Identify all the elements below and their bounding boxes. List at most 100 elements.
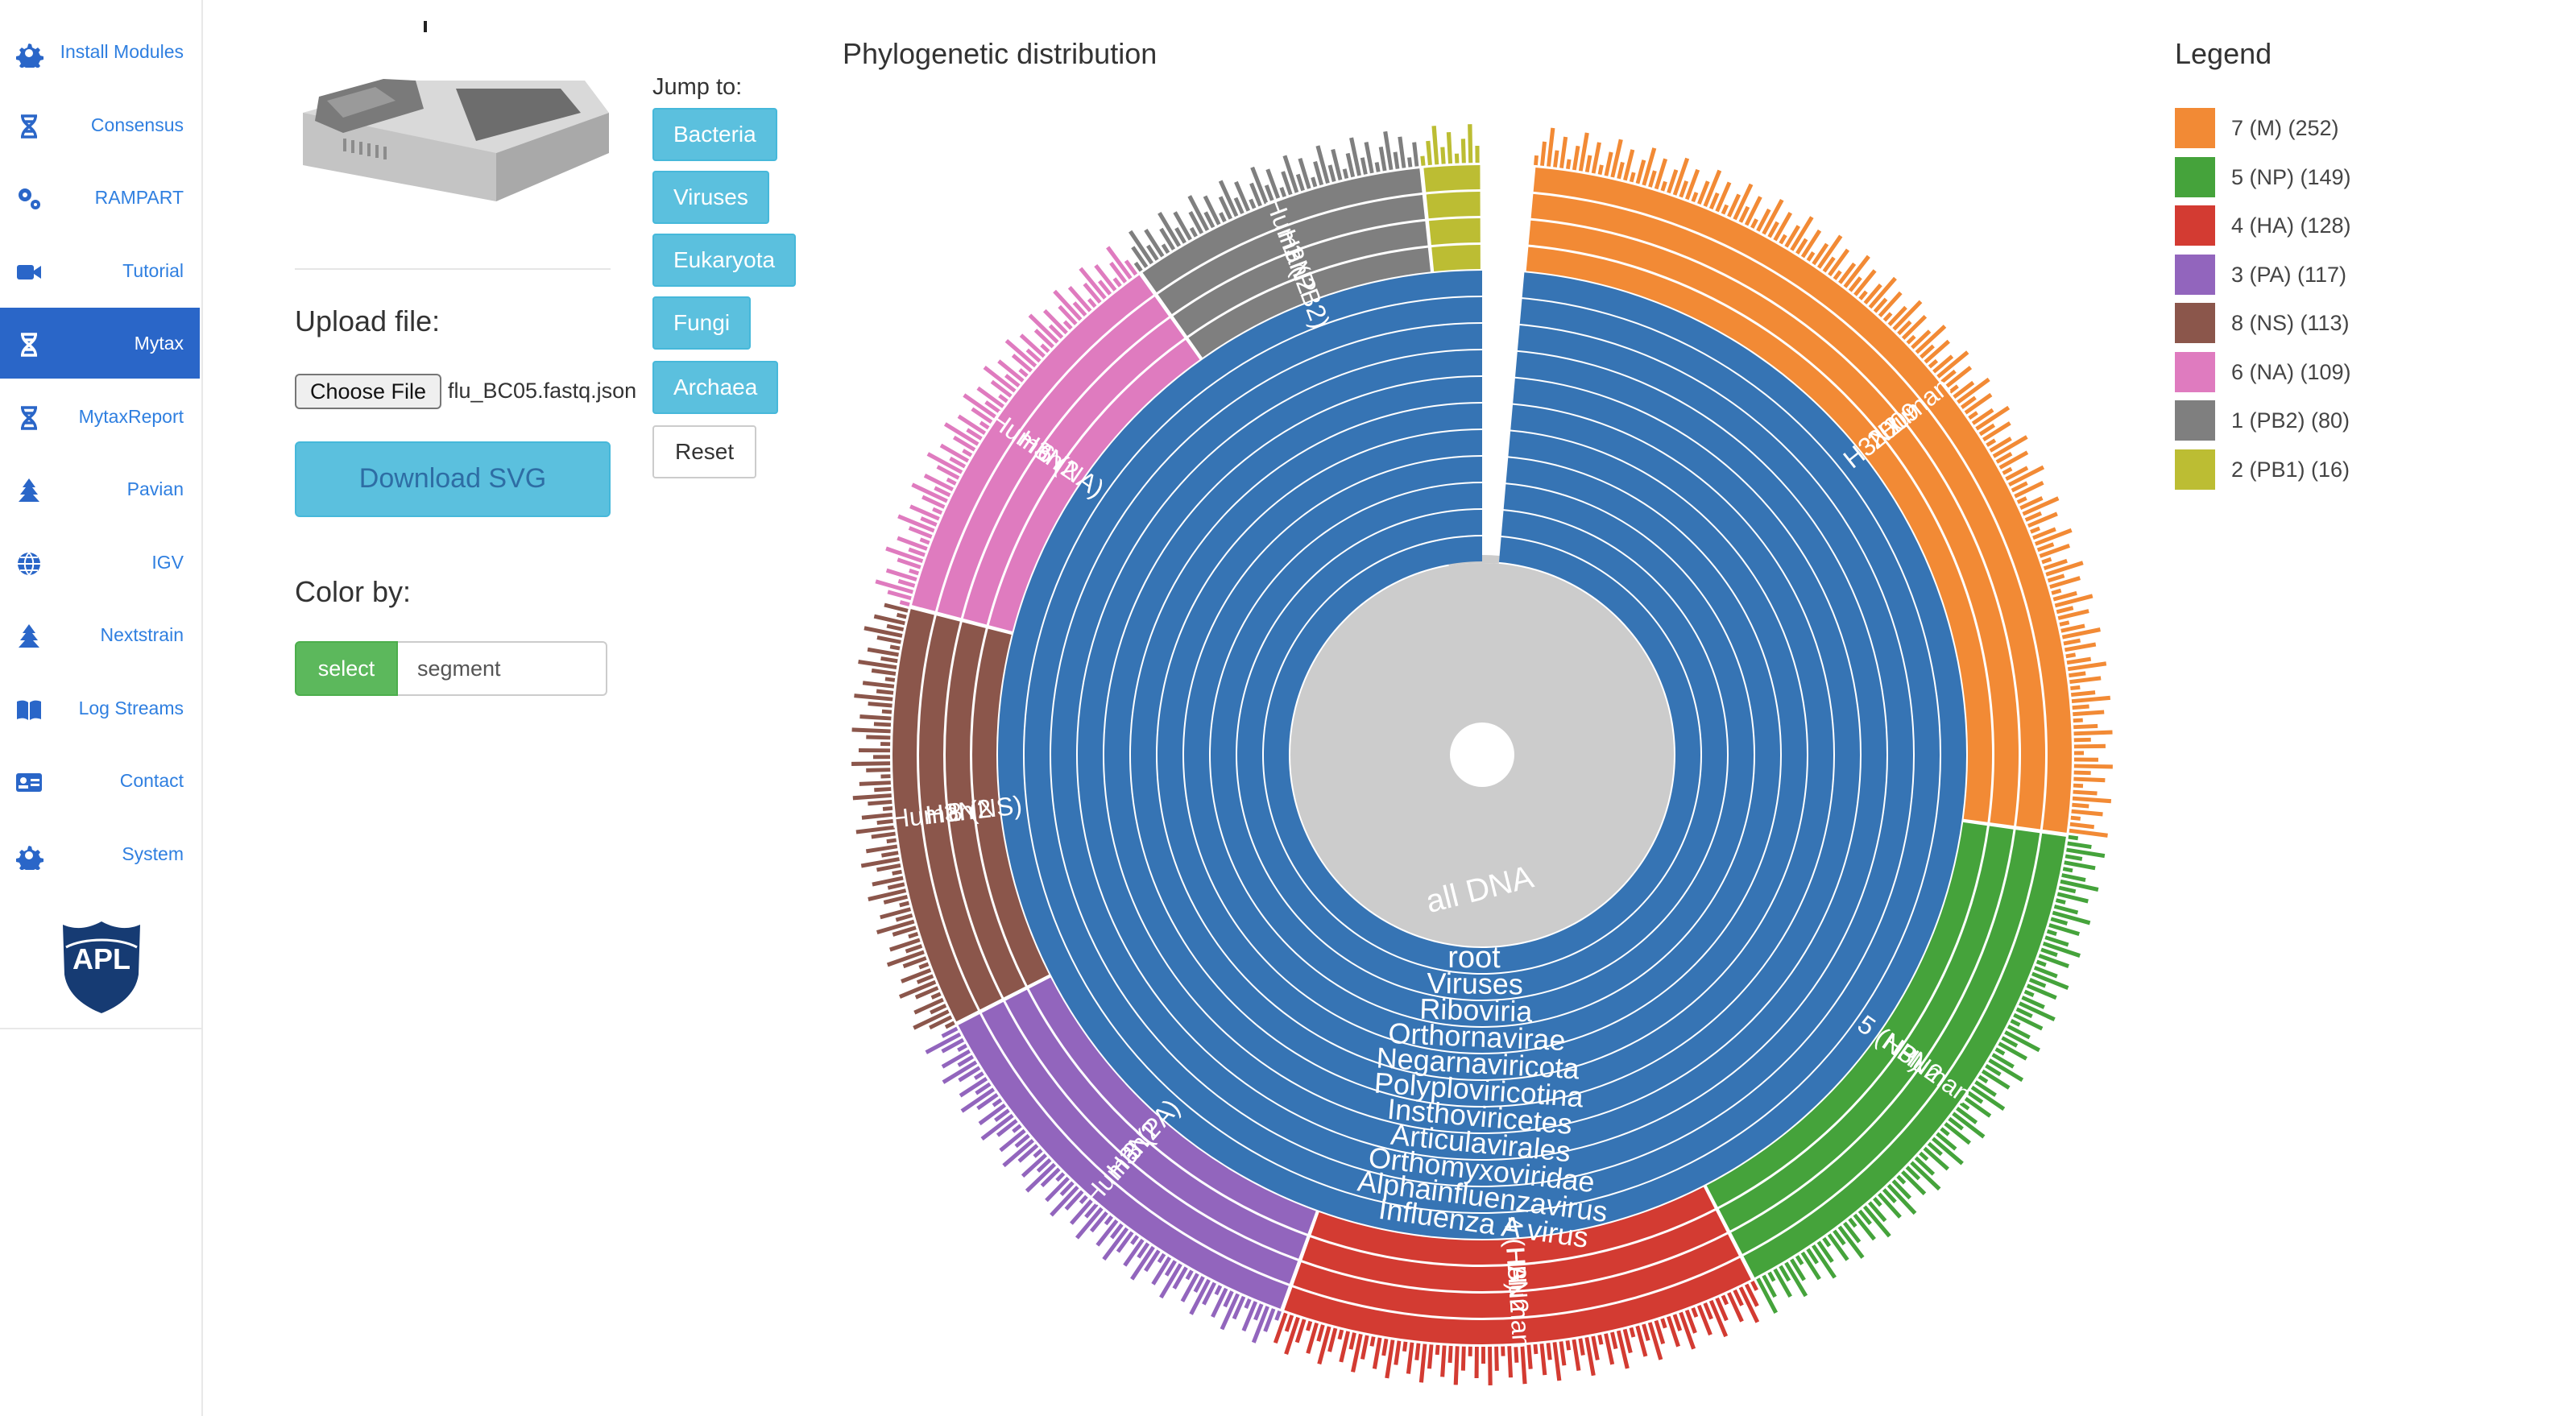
segment-8-ns-leaf[interactable] — [851, 727, 891, 734]
segment-1-pb2-leaf[interactable] — [1295, 173, 1305, 192]
segment-4-ha-ring-0[interactable] — [1311, 1186, 1715, 1265]
segment-4-ha-leaf[interactable] — [1453, 1346, 1460, 1385]
segment-3-pa-leaf[interactable] — [1050, 1186, 1079, 1217]
segment-7-m-leaf[interactable] — [1828, 248, 1850, 277]
segment-5-np-leaf[interactable] — [2046, 929, 2057, 936]
segment-6-na-leaf[interactable] — [932, 507, 943, 515]
segment-6-na-leaf[interactable] — [908, 526, 933, 539]
segment-7-m-leaf[interactable] — [2057, 609, 2089, 620]
segment-7-m-leaf[interactable] — [1559, 136, 1568, 168]
segment-5-np-leaf[interactable] — [2019, 1001, 2056, 1022]
segment-7-m-leaf[interactable] — [2070, 690, 2096, 698]
segment-4-ha-leaf[interactable] — [1696, 1305, 1713, 1336]
segment-5-np-leaf[interactable] — [1827, 1233, 1849, 1261]
segment-6-na-leaf[interactable] — [923, 474, 954, 491]
segment-5-np-leaf[interactable] — [2033, 966, 2058, 979]
segment-7-m-leaf[interactable] — [1843, 255, 1870, 288]
segment-7-m-leaf[interactable] — [2073, 757, 2098, 762]
segment-6-na-leaf[interactable] — [952, 435, 976, 452]
segment-6-na-ring-2[interactable] — [937, 296, 1170, 619]
segment-4-ha-leaf[interactable] — [1316, 1324, 1325, 1342]
segment-7-m-leaf[interactable] — [2069, 671, 2086, 678]
segment-3-pa-ring-0[interactable] — [1029, 977, 1316, 1234]
segment-5-np-leaf[interactable] — [2036, 959, 2047, 967]
segment-7-m-leaf[interactable] — [1750, 218, 1758, 229]
segment-7-m-leaf[interactable] — [2047, 573, 2065, 583]
segment-7-m-leaf[interactable] — [2034, 528, 2073, 546]
segment-5-np-leaf[interactable] — [1940, 1127, 1950, 1137]
segment-7-m-leaf[interactable] — [2011, 481, 2028, 493]
segment-7-m-leaf[interactable] — [1897, 320, 1912, 336]
segment-7-m-leaf[interactable] — [2030, 526, 2040, 534]
segment-8-ns-leaf[interactable] — [892, 925, 917, 937]
segment-4-ha-leaf[interactable] — [1622, 1328, 1633, 1354]
segment-6-na-leaf[interactable] — [949, 456, 967, 469]
segment-5-np-ring-1[interactable] — [1718, 826, 2014, 1231]
sidebar-item-consensus[interactable]: Consensus — [0, 89, 200, 160]
segment-7-m-leaf[interactable] — [1629, 172, 1636, 183]
segment-7-m-leaf[interactable] — [2016, 496, 2027, 504]
segment-5-np-leaf[interactable] — [2015, 1007, 2033, 1019]
segment-8-ns-leaf[interactable] — [929, 1015, 953, 1030]
segment-1-pb2-leaf[interactable] — [1282, 155, 1299, 193]
segment-5-np-leaf[interactable] — [1905, 1166, 1921, 1181]
segment-8-ns-leaf[interactable] — [876, 818, 894, 826]
segment-6-na-leaf[interactable] — [979, 420, 990, 430]
segment-4-ha-leaf[interactable] — [1402, 1341, 1408, 1352]
segment-3-pa-leaf[interactable] — [1144, 1249, 1161, 1273]
segment-7-m-leaf[interactable] — [1660, 180, 1667, 192]
segment-4-ha-leaf[interactable] — [1727, 1292, 1744, 1323]
segment-8-ns-leaf[interactable] — [913, 1009, 950, 1030]
segment-7-m-leaf[interactable] — [1756, 208, 1771, 232]
segment-3-pa-leaf[interactable] — [960, 1087, 995, 1113]
segment-4-ha-leaf[interactable] — [1381, 1338, 1389, 1356]
segment-8-ns-leaf[interactable] — [852, 793, 892, 801]
segment-7-m-leaf[interactable] — [1989, 437, 2012, 453]
segment-7-m-leaf[interactable] — [2063, 638, 2081, 646]
segment-3-pa-leaf[interactable] — [1055, 1172, 1066, 1182]
segment-1-pb2-leaf[interactable] — [1187, 195, 1210, 232]
segment-8-ns-leaf[interactable] — [882, 805, 893, 811]
segment-3-pa-leaf[interactable] — [996, 1119, 1018, 1137]
segment-8-ns-leaf[interactable] — [868, 702, 892, 708]
segment-8-ns-leaf[interactable] — [887, 882, 905, 890]
segment-5-np-leaf[interactable] — [2062, 867, 2073, 873]
segment-7-m-leaf[interactable] — [1617, 161, 1625, 180]
segment-1-pb2-leaf[interactable] — [1188, 211, 1204, 234]
segment-7-m-leaf[interactable] — [2069, 822, 2095, 830]
segment-6-na-leaf[interactable] — [998, 394, 1008, 404]
segment-5-np-leaf[interactable] — [2048, 923, 2081, 937]
segment-6-na-leaf[interactable] — [984, 400, 1001, 414]
segment-3-pa-leaf[interactable] — [978, 1103, 1006, 1126]
segment-5-np-ring-0[interactable] — [1706, 822, 1987, 1207]
segment-2-pb1-leaf[interactable] — [1454, 153, 1460, 164]
segment-8-ns-leaf[interactable] — [930, 992, 942, 1000]
segment-8-ns-leaf[interactable] — [880, 742, 891, 747]
segment-6-na-leaf[interactable] — [885, 568, 917, 582]
segment-7-m-leaf[interactable] — [1901, 314, 1928, 340]
segment-7-m-leaf[interactable] — [1679, 180, 1689, 198]
segment-1-pb2-leaf[interactable] — [1233, 197, 1245, 214]
segment-7-m-leaf[interactable] — [1697, 180, 1710, 205]
segment-7-m-leaf[interactable] — [2073, 783, 2084, 789]
segment-3-pa-leaf[interactable] — [1014, 1133, 1030, 1149]
segment-5-np-leaf[interactable] — [1952, 1112, 1986, 1139]
segment-4-ha-leaf[interactable] — [1565, 1339, 1572, 1351]
segment-5-np-leaf[interactable] — [2065, 854, 2083, 861]
segment-3-pa-leaf[interactable] — [1172, 1266, 1188, 1290]
segment-7-m-leaf[interactable] — [1992, 435, 2028, 458]
segment-7-m-leaf[interactable] — [1762, 198, 1784, 235]
segment-5-np-leaf[interactable] — [1816, 1240, 1834, 1263]
segment-5-np-leaf[interactable] — [1901, 1170, 1927, 1195]
segment-1-pb2-leaf[interactable] — [1264, 184, 1274, 202]
segment-7-m-leaf[interactable] — [1878, 291, 1903, 317]
segment-7-m-leaf[interactable] — [2002, 466, 2013, 475]
segment-5-np-leaf[interactable] — [2021, 996, 2045, 1009]
segment-6-na-leaf[interactable] — [1124, 259, 1138, 276]
segment-7-m-leaf[interactable] — [1534, 155, 1539, 166]
segment-3-pa-leaf[interactable] — [1232, 1295, 1246, 1320]
segment-7-m-leaf[interactable] — [1986, 438, 1997, 447]
segment-4-ha-leaf[interactable] — [1744, 1283, 1759, 1307]
segment-7-m-leaf[interactable] — [2073, 730, 2113, 736]
segment-3-pa-leaf[interactable] — [957, 1043, 967, 1053]
